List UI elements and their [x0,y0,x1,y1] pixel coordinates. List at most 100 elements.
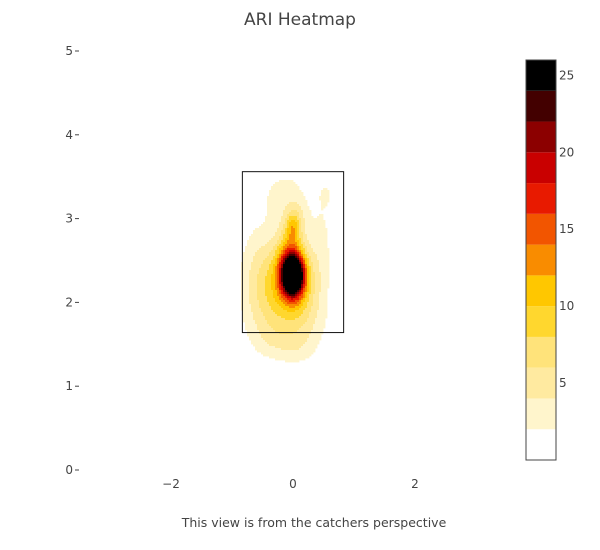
density-cell [307,246,310,249]
density-cell [289,250,292,253]
density-cell [257,292,260,295]
density-cell [261,266,264,269]
density-cell [265,248,268,251]
density-cell [299,358,302,361]
density-cell [291,348,294,351]
density-cell [253,304,256,307]
density-cell [299,228,302,231]
density-cell [267,208,270,211]
density-cell [269,254,272,257]
density-cell [283,258,286,261]
density-cell [269,224,272,227]
density-cell [273,214,276,217]
density-cell [269,334,272,337]
density-cell [269,344,272,347]
density-cell [289,322,292,325]
density-cell [291,246,294,249]
density-cell [259,240,262,243]
density-cell [269,238,272,241]
density-cell [259,270,262,273]
density-cell [265,320,268,323]
density-cell [257,246,260,249]
density-cell [247,282,250,285]
density-cell [291,284,294,287]
density-cell [299,330,302,333]
density-cell [247,300,250,303]
density-cell [307,260,310,263]
density-cell [285,316,288,319]
density-cell [297,328,300,331]
density-cell [251,292,254,295]
density-cell [311,236,314,239]
density-cell [275,218,278,221]
density-cell [261,288,264,291]
density-cell [267,312,270,315]
density-cell [315,278,318,281]
density-cell [277,308,280,311]
density-cell [243,290,246,293]
density-cell [247,292,250,295]
density-cell [271,190,274,193]
density-cell [295,314,298,317]
density-cell [293,220,296,223]
density-cell [313,332,316,335]
density-cell [311,308,314,311]
density-cell [305,320,308,323]
density-cell [323,296,326,299]
density-cell [285,184,288,187]
density-cell [249,244,252,247]
density-cell [269,216,272,219]
density-cell [255,316,258,319]
density-cell [285,264,288,267]
density-cell [271,310,274,313]
density-cell [287,216,290,219]
density-cell [325,198,328,201]
density-cell [257,346,260,349]
density-cell [301,294,304,297]
density-cell [313,336,316,339]
density-cell [325,202,328,205]
density-cell [251,276,254,279]
density-cell [301,356,304,359]
density-cell [277,252,280,255]
density-cell [327,270,330,273]
density-cell [243,256,246,259]
density-cell [277,356,280,359]
density-cell [245,286,248,289]
density-cell [295,310,298,313]
density-cell [313,278,316,281]
density-cell [305,208,308,211]
density-cell [323,254,326,257]
density-cell [245,316,248,319]
colorbar-tick-label: 5 [559,376,567,390]
density-cell [281,298,284,301]
density-cell [317,288,320,291]
density-cell [273,244,276,247]
density-cell [307,328,310,331]
density-cell [299,266,302,269]
density-cell [291,248,294,251]
density-cell [263,302,266,305]
density-cell [279,274,282,277]
density-cell [305,338,308,341]
density-cell [285,358,288,361]
density-cell [317,258,320,261]
density-cell [317,248,320,251]
density-cell [313,292,316,295]
density-cell [289,244,292,247]
density-cell [313,346,316,349]
density-cell [279,266,282,269]
density-cell [263,352,266,355]
density-cell [277,268,280,271]
density-cell [311,244,314,247]
density-cell [299,190,302,193]
density-cell [307,214,310,217]
density-cell [267,270,270,273]
density-cell [283,282,286,285]
density-cell [299,284,302,287]
density-cell [263,232,266,235]
density-cell [271,308,274,311]
density-cell [283,250,286,253]
density-cell [283,278,286,281]
density-cell [297,206,300,209]
